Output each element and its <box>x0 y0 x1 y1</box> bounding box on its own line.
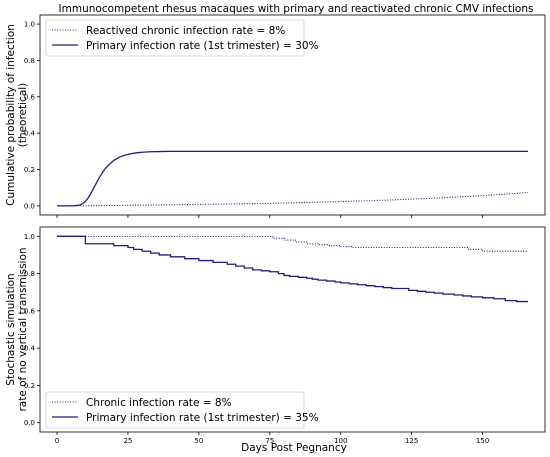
top-panel: 0.0 0.2 0.4 0.6 0.8 1.0 Cumulative probability… <box>5 14 546 218</box>
y-tick-label: 0.2 <box>24 166 35 174</box>
legend-box <box>45 19 305 57</box>
x-tick-label: 25 <box>123 437 132 445</box>
x-tick-label: 75 <box>265 437 274 445</box>
y-tick-label: 0.2 <box>24 382 35 390</box>
x-tick-label: 0 <box>55 437 59 445</box>
plot-frame <box>39 226 546 433</box>
y-tick-label: 0.4 <box>24 130 36 138</box>
plot-frame <box>39 14 546 216</box>
y-tick-label: 0.6 <box>24 93 36 101</box>
y-tick-label: 0.0 <box>24 202 35 210</box>
bottom-panel: 0.0 0.2 0.4 0.6 0.8 1.0 0 25 50 75 100 125 150 Stocha… <box>5 226 546 445</box>
legend-entry: Chronic infection rate = 8% <box>86 397 232 409</box>
legend-entry: Reactived chronic infection rate = 8% <box>86 25 285 37</box>
y-axis-label: (theoretical) <box>17 83 29 148</box>
x-tick-label: 150 <box>476 437 489 445</box>
legend-box <box>45 391 305 429</box>
x-tick-label: 125 <box>405 437 418 445</box>
y-axis-label: Stochastic simulation <box>5 273 17 385</box>
y-axis-label: rate of no vertical transmission <box>17 247 29 411</box>
x-tick-label: 50 <box>194 437 203 445</box>
legend-entry: Primary infection rate (1st trimester) =… <box>86 40 319 52</box>
y-tick-label: 1.0 <box>24 21 35 29</box>
series-line <box>57 235 528 252</box>
x-axis-label: Days Post Pegnancy <box>241 442 347 454</box>
y-tick-label: 0.0 <box>24 419 35 427</box>
y-tick-label: 0.8 <box>24 57 35 65</box>
y-tick-label: 0.8 <box>24 270 35 278</box>
chart-title: Immunocompetent rhesus macaques with pri… <box>59 3 534 15</box>
y-axis-label: Cumulative probability of infection <box>5 24 17 206</box>
y-tick-label: 0.6 <box>24 307 36 315</box>
legend-entry: Primary infection rate (1st trimester) =… <box>86 412 319 424</box>
series-line <box>57 150 528 207</box>
y-tick-label: 1.0 <box>24 233 35 241</box>
x-tick-label: 100 <box>334 437 347 445</box>
y-tick-label: 0.4 <box>24 345 36 353</box>
series-line <box>57 235 528 303</box>
